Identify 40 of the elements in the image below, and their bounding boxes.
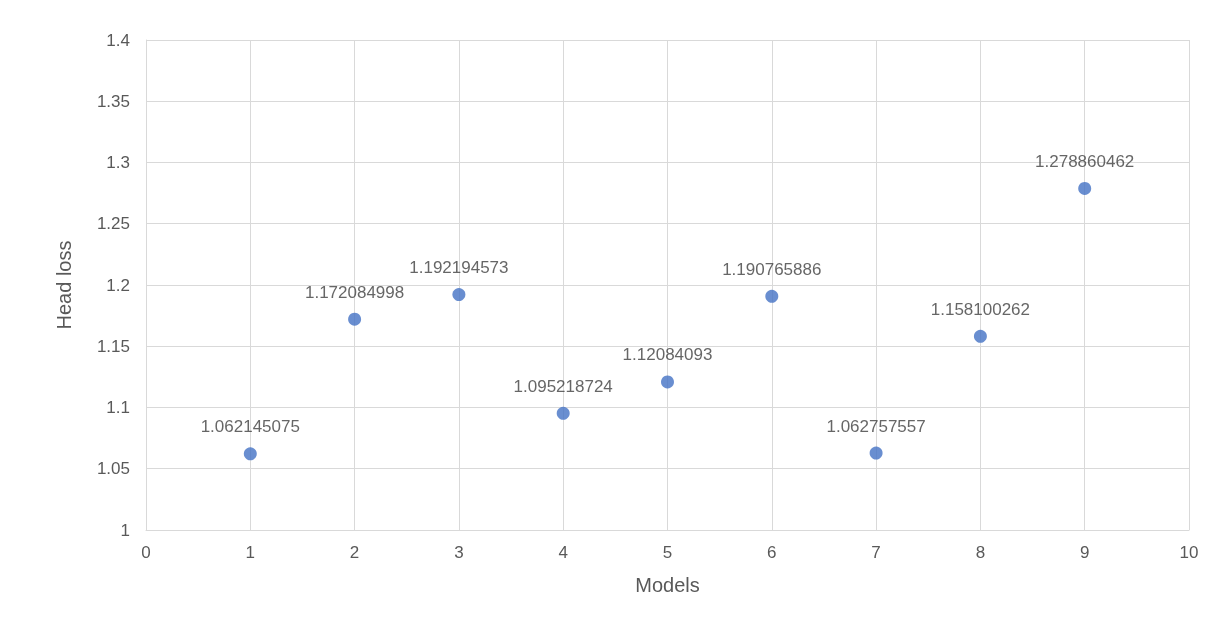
- x-tick-label: 7: [871, 543, 881, 562]
- point: [243, 447, 257, 461]
- x-tick-label: 4: [558, 543, 568, 562]
- point: [869, 446, 883, 460]
- x-tick-label: 9: [1079, 543, 1090, 562]
- y-tick-label: 1.2: [106, 275, 130, 295]
- data-label: 1.172084998: [304, 282, 405, 302]
- x-tick-label: 5: [662, 543, 673, 562]
- x-tick-label: 2: [349, 543, 360, 562]
- point: [661, 375, 674, 389]
- y-tick-label: 1.3: [106, 153, 130, 172]
- y-tick-label: 1.15: [96, 336, 130, 356]
- point: [348, 312, 362, 326]
- data-label: 1.062757557: [826, 416, 926, 436]
- y-tick-label: 1: [120, 520, 130, 540]
- point: [765, 289, 779, 303]
- y-tick-label: 1.35: [96, 91, 130, 111]
- x-tick-label: 3: [454, 543, 464, 562]
- data-label: 1.192194573: [409, 258, 509, 278]
- y-tick-label: 1.05: [96, 459, 130, 479]
- data-label: 1.12084093: [622, 345, 713, 365]
- x-tick-label: 0: [141, 543, 151, 562]
- x-axis-title: Models: [635, 574, 700, 596]
- data-label: 1.158100262: [930, 299, 1031, 319]
- data-label: 1.190765886: [722, 259, 822, 279]
- y-axis-title: Head loss: [53, 240, 75, 330]
- x-tick-label: 6: [767, 543, 777, 562]
- point: [973, 329, 987, 343]
- y-tick-label: 1.1: [106, 398, 130, 417]
- data-label: 1.278860462: [1035, 151, 1135, 171]
- x-tick-label: 1: [245, 543, 256, 562]
- point: [556, 406, 570, 420]
- y-tick-label: 1.25: [96, 214, 130, 234]
- y-tick-label: 1.4: [106, 30, 130, 50]
- x-tick-label: 10: [1179, 543, 1199, 562]
- point: [452, 288, 466, 302]
- x-tick-label: 8: [975, 543, 986, 562]
- data-label: 1.062145075: [200, 417, 300, 437]
- point: [1078, 181, 1092, 195]
- data-label: 1.095218724: [513, 376, 613, 396]
